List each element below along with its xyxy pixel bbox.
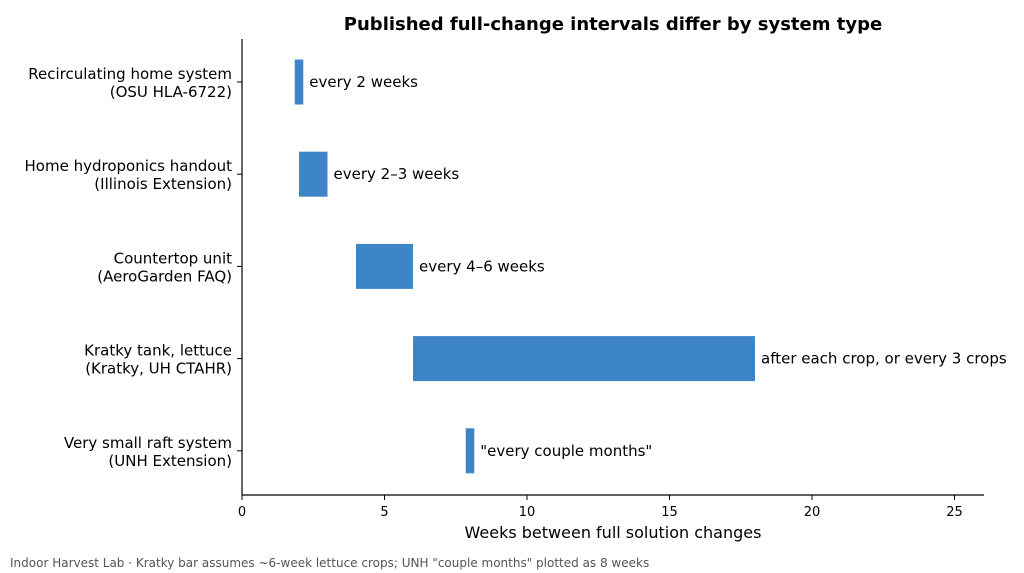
bar bbox=[356, 243, 413, 289]
bar bbox=[294, 59, 304, 105]
x-tick-label: 20 bbox=[804, 505, 821, 520]
category-source-label: (Kratky, UH CTAHR) bbox=[85, 360, 232, 378]
category-source-label: (OSU HLA-6722) bbox=[110, 83, 232, 101]
x-axis-label: Weeks between full solution changes bbox=[465, 523, 762, 542]
bar-annotation: every 2 weeks bbox=[309, 73, 418, 91]
category-source-label: (Illinois Extension) bbox=[94, 175, 232, 193]
x-tick-label: 0 bbox=[238, 505, 246, 520]
x-ticks: 0 5 10 15 20 25 bbox=[238, 495, 963, 520]
category-label: Very small raft system bbox=[64, 434, 232, 452]
footnote: Indoor Harvest Lab · Kratky bar assumes … bbox=[10, 556, 649, 570]
bars bbox=[294, 59, 755, 474]
bar-annotation: every 4–6 weeks bbox=[419, 257, 545, 275]
x-tick-label: 15 bbox=[661, 505, 678, 520]
bar-annotation: every 2–3 weeks bbox=[334, 165, 460, 183]
category-label: Recirculating home system bbox=[28, 65, 232, 83]
category-labels: Recirculating home system(OSU HLA-6722) H… bbox=[25, 65, 242, 470]
category-source-label: (AeroGarden FAQ) bbox=[97, 267, 232, 285]
chart-title: Published full-change intervals differ b… bbox=[344, 14, 882, 35]
category-label: Home hydroponics handout bbox=[25, 157, 233, 175]
x-tick-label: 10 bbox=[519, 505, 536, 520]
category-source-label: (UNH Extension) bbox=[108, 452, 232, 470]
bar bbox=[465, 428, 475, 474]
bar-annotations: every 2 weeks every 2–3 weeks every 4–6 we… bbox=[309, 73, 1007, 460]
bar-annotation: "every couple months" bbox=[480, 442, 652, 460]
x-tick-label: 25 bbox=[946, 505, 963, 520]
category-label: Kratky tank, lettuce bbox=[84, 342, 232, 360]
category-label: Countertop unit bbox=[114, 249, 232, 267]
bar bbox=[413, 336, 755, 382]
bar-annotation: after each crop, or every 3 crops bbox=[761, 350, 1007, 368]
bar bbox=[299, 151, 328, 197]
x-tick-label: 5 bbox=[380, 505, 388, 520]
